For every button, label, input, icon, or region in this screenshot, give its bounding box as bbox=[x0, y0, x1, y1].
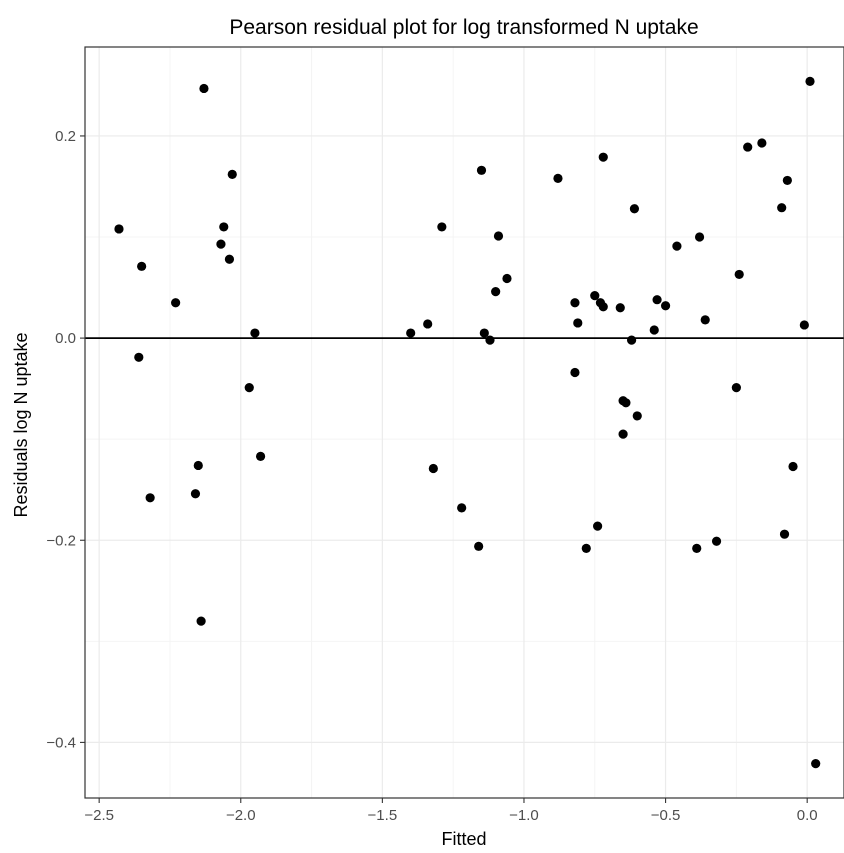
data-point bbox=[219, 222, 229, 232]
y-tick-label: 0.2 bbox=[55, 128, 76, 145]
x-axis-title: Fitted bbox=[441, 829, 486, 849]
data-point bbox=[788, 461, 798, 472]
data-point bbox=[632, 411, 642, 421]
data-point bbox=[428, 463, 438, 474]
data-point bbox=[711, 536, 722, 546]
data-point bbox=[581, 543, 591, 553]
data-point bbox=[134, 352, 144, 362]
data-point bbox=[652, 295, 662, 305]
data-point bbox=[171, 298, 181, 308]
data-point bbox=[799, 320, 809, 330]
data-point bbox=[474, 541, 484, 551]
data-points bbox=[114, 76, 821, 769]
data-point bbox=[570, 367, 580, 378]
data-point bbox=[779, 529, 790, 539]
data-point bbox=[193, 460, 203, 471]
data-point bbox=[224, 254, 235, 264]
data-point bbox=[615, 303, 625, 313]
data-point bbox=[649, 325, 659, 335]
x-tick-label: −1.0 bbox=[509, 807, 539, 824]
y-tick-label: −0.2 bbox=[46, 532, 76, 549]
data-point bbox=[406, 328, 416, 338]
x-tick-label: −1.5 bbox=[368, 807, 398, 824]
data-point bbox=[593, 521, 603, 531]
data-point bbox=[196, 616, 206, 626]
data-point bbox=[782, 175, 792, 186]
data-point bbox=[621, 398, 631, 408]
data-point bbox=[777, 203, 787, 213]
data-point bbox=[743, 142, 753, 152]
data-point bbox=[618, 429, 628, 439]
data-point bbox=[672, 241, 682, 251]
data-point bbox=[437, 222, 447, 232]
x-tick-label: −0.5 bbox=[651, 807, 681, 824]
data-point bbox=[502, 273, 512, 284]
data-point bbox=[629, 204, 640, 214]
data-point bbox=[491, 287, 501, 297]
data-point bbox=[694, 232, 705, 242]
data-point bbox=[590, 291, 600, 301]
data-point bbox=[573, 318, 583, 328]
data-point bbox=[457, 503, 467, 513]
data-point bbox=[199, 83, 209, 94]
minor-gridlines bbox=[85, 47, 844, 798]
data-point bbox=[811, 759, 821, 769]
data-point bbox=[598, 152, 608, 162]
data-point bbox=[227, 169, 237, 179]
data-point bbox=[244, 383, 254, 393]
y-tick-label: −0.4 bbox=[46, 734, 76, 751]
data-point bbox=[805, 76, 815, 86]
panel-border bbox=[84, 46, 844, 799]
data-point bbox=[553, 173, 563, 183]
data-point bbox=[476, 165, 487, 175]
data-point bbox=[114, 224, 124, 234]
data-point bbox=[734, 269, 744, 280]
x-axis-ticks: −2.5 −2.0 −1.5 −1.0 −0.5 0.0 bbox=[84, 798, 818, 824]
data-point bbox=[731, 383, 741, 393]
data-point bbox=[570, 298, 580, 308]
data-point bbox=[485, 335, 495, 345]
data-point bbox=[145, 493, 155, 503]
data-point bbox=[423, 319, 433, 329]
data-point bbox=[137, 261, 147, 271]
data-point bbox=[250, 328, 260, 338]
data-point bbox=[216, 239, 226, 249]
data-point bbox=[190, 489, 201, 499]
y-tick-label: 0.0 bbox=[55, 330, 76, 347]
data-point bbox=[479, 328, 489, 338]
data-point bbox=[660, 301, 671, 311]
data-point bbox=[598, 302, 608, 312]
x-tick-label: 0.0 bbox=[797, 807, 818, 824]
x-tick-label: −2.5 bbox=[84, 807, 114, 824]
data-point bbox=[692, 543, 702, 553]
x-tick-label: −2.0 bbox=[226, 807, 256, 824]
y-axis-ticks: −0.4 −0.2 0.0 0.2 bbox=[46, 128, 85, 751]
data-point bbox=[255, 451, 266, 461]
data-point bbox=[493, 231, 504, 241]
data-point bbox=[757, 138, 767, 148]
y-axis-title: Residuals log N uptake bbox=[11, 332, 31, 517]
chart-title: Pearson residual plot for log transforme… bbox=[229, 16, 698, 39]
data-point bbox=[626, 335, 637, 345]
data-point bbox=[700, 315, 710, 325]
